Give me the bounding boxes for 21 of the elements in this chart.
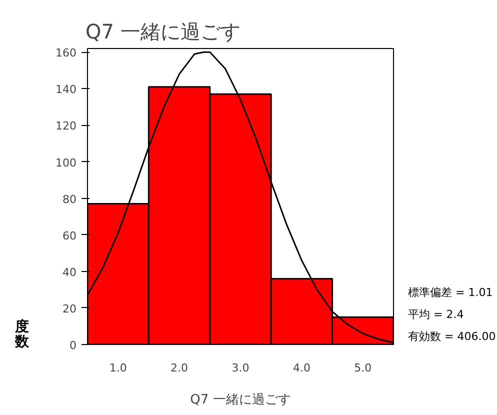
y-tick-label: 80 bbox=[62, 192, 77, 206]
y-tick-label: 100 bbox=[56, 156, 77, 170]
y-tick-label: 40 bbox=[62, 266, 77, 279]
x-tick-label: 4.0 bbox=[292, 362, 310, 374]
x-tick-label: 5.0 bbox=[354, 362, 372, 374]
y-tick-label: 120 bbox=[56, 120, 77, 133]
y-tick-label: 160 bbox=[56, 46, 77, 60]
x-tick-label: 1.0 bbox=[109, 362, 127, 374]
y-axis-title: 度数 bbox=[15, 319, 29, 351]
y-tick-label: 140 bbox=[56, 83, 77, 96]
y-tick-label: 60 bbox=[62, 229, 77, 242]
text: 標準偏差 = 1.01 bbox=[408, 285, 494, 301]
chart-title: Q7 一緒に過ごす bbox=[86, 20, 240, 44]
x-tick-label: 3.0 bbox=[232, 362, 250, 374]
line-series bbox=[88, 51, 394, 344]
text: 有効数 = 406.00 bbox=[408, 329, 496, 345]
x-axis-title: Q7 一緒に過ごす bbox=[190, 392, 291, 408]
y-tick-label: 0 bbox=[70, 339, 76, 352]
x-tick-label: 2.0 bbox=[170, 362, 188, 374]
text: 平均 = 2.4 bbox=[408, 307, 465, 323]
y-tick-label: 20 bbox=[62, 302, 77, 316]
